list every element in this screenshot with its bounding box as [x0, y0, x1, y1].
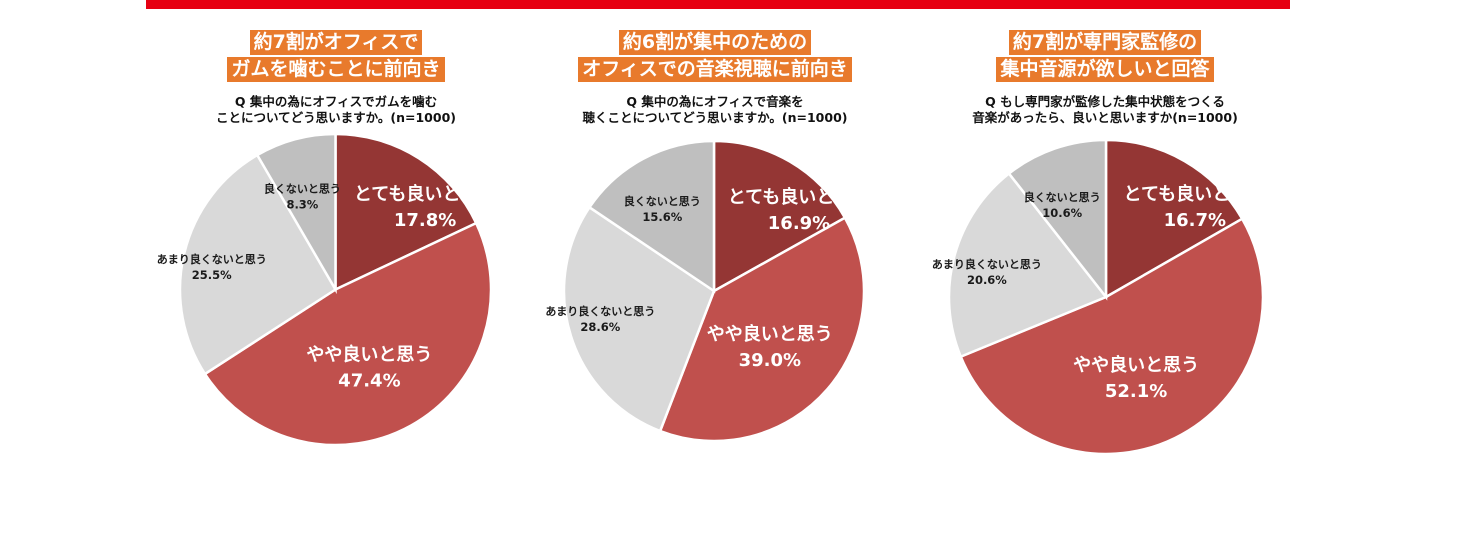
- survey-question: Q もし専門家が監修した集中状態をつくる 音楽があったら、良いと思いますか(n=…: [935, 94, 1275, 126]
- top-accent-bar: [146, 0, 1290, 9]
- slice-label-not-good: 良くないと思う: [1024, 190, 1101, 204]
- pie-chart: とても良いと思う 16.7% やや良いと思う 52.1% あまり良くないと思う 20.6%…: [932, 138, 1267, 456]
- pie-slice-somewhat-good: [203, 221, 493, 447]
- slice-label-very-good: とても良いと思う: [354, 183, 497, 205]
- slice-value-somewhat-good: 39.0%: [739, 350, 801, 371]
- question-line-1: Q 集中の為にオフィスでガムを噛む: [234, 94, 438, 109]
- slice-label-somewhat-good: やや良いと思う: [1073, 354, 1199, 376]
- headline-line-1: 約6割が集中のための: [618, 30, 812, 55]
- slice-value-very-good: 16.7%: [1164, 210, 1226, 231]
- pie-slice-not-very-good: [947, 171, 1109, 359]
- headline-line-2: オフィスでの音楽視聴に前向き: [578, 57, 852, 82]
- question-line-2: 音楽があったら、良いと思いますか(n=1000): [972, 110, 1238, 125]
- pie-slice-not-good: [587, 139, 716, 294]
- pie-chart: とても良いと思う 17.8% やや良いと思う 47.4% あまり良くないと思う 25.5%…: [157, 132, 496, 447]
- question-line-1: Q もし専門家が監修した集中状態をつくる: [985, 94, 1225, 109]
- slice-value-not-good: 10.6%: [1042, 206, 1082, 220]
- slice-label-somewhat-good: やや良いと思う: [306, 343, 432, 365]
- slice-value-very-good: 16.9%: [768, 213, 830, 234]
- pie-slice-somewhat-good: [658, 216, 866, 443]
- pie-slice-very-good: [712, 139, 847, 294]
- survey-question: Q 集中の為にオフィスで音楽を 聴くことについてどう思いますか。(n=1000): [545, 94, 885, 126]
- chart-headline: 約7割が専門家監修の 集中音源が欲しいと回答: [935, 30, 1275, 84]
- chart-headline: 約7割がオフィスで ガムを噛むことに前向き: [166, 30, 506, 84]
- slice-value-somewhat-good: 52.1%: [1105, 381, 1167, 402]
- pie-slice-very-good: [334, 132, 478, 292]
- slice-label-not-good: 良くないと思う: [624, 194, 701, 208]
- pie-slice-not-good: [255, 132, 337, 295]
- slice-label-not-good: 良くないと思う: [264, 181, 341, 195]
- headline-line-2: 集中音源が欲しいと回答: [996, 57, 1214, 82]
- headline-line-1: 約7割がオフィスで: [249, 30, 423, 55]
- slice-label-very-good: とても良いと思う: [728, 186, 871, 208]
- slice-label-very-good: とても良いと思う: [1124, 183, 1267, 205]
- question-line-1: Q 集中の為にオフィスで音楽を: [626, 94, 804, 109]
- headline-line-1: 約7割が専門家監修の: [1008, 30, 1202, 55]
- question-line-2: ことについてどう思いますか。(n=1000): [216, 110, 456, 125]
- slice-value-not-good: 15.6%: [642, 210, 682, 224]
- pie-slice-not-very-good: [562, 205, 716, 433]
- pie-slice-very-good: [1104, 138, 1244, 300]
- pie-slice-somewhat-good: [959, 217, 1265, 456]
- pie-slice-not-very-good: [178, 153, 338, 376]
- chart-panel-music: 約6割が集中のための オフィスでの音楽視聴に前向き Q 集中の為にオフィスで音楽…: [545, 30, 885, 450]
- chart-panel-expert-audio: 約7割が専門家監修の 集中音源が欲しいと回答 Q もし専門家が監修した集中状態を…: [932, 30, 1275, 456]
- headline-line-2: ガムを噛むことに前向き: [227, 57, 445, 82]
- slice-value-not-good: 8.3%: [286, 197, 318, 211]
- chart-panel-gum: 約7割がオフィスで ガムを噛むことに前向き Q 集中の為にオフィスでガムを噛む …: [157, 30, 506, 450]
- slice-value-somewhat-good: 47.4%: [338, 370, 400, 391]
- pie-slice-not-good: [1007, 138, 1108, 301]
- slice-value-not-very-good: 28.6%: [580, 320, 620, 334]
- slice-value-very-good: 17.8%: [394, 210, 456, 231]
- slice-label-somewhat-good: やや良いと思う: [707, 323, 833, 345]
- slice-label-not-very-good: あまり良くないと思う: [545, 304, 655, 318]
- pie-chart: とても良いと思う 16.9% やや良いと思う 39.0% あまり良くないと思う 28.6%…: [545, 139, 870, 443]
- slice-label-not-very-good: あまり良くないと思う: [932, 257, 1042, 271]
- question-line-2: 聴くことについてどう思いますか。(n=1000): [582, 110, 848, 125]
- chart-headline: 約6割が集中のための オフィスでの音楽視聴に前向き: [545, 30, 885, 84]
- slice-value-not-very-good: 20.6%: [967, 273, 1007, 287]
- survey-question: Q 集中の為にオフィスでガムを噛む ことについてどう思いますか。(n=1000): [166, 94, 506, 126]
- slice-value-not-very-good: 25.5%: [192, 268, 232, 282]
- slice-label-not-very-good: あまり良くないと思う: [157, 252, 267, 266]
